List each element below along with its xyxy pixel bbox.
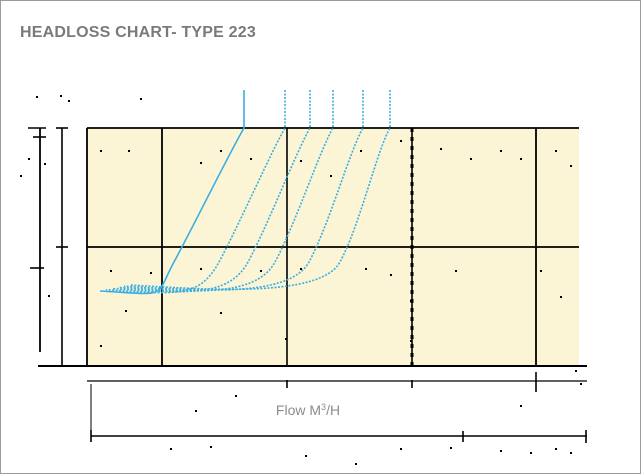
scan-speck bbox=[365, 268, 367, 270]
scan-speck bbox=[210, 446, 212, 448]
headloss-curve bbox=[99, 90, 245, 295]
scan-speck bbox=[355, 463, 357, 465]
scan-speck bbox=[450, 447, 452, 449]
scan-speck bbox=[470, 158, 472, 160]
scan-speck bbox=[20, 175, 22, 177]
scan-speck bbox=[250, 158, 252, 160]
scan-speck bbox=[390, 274, 392, 276]
scan-speck bbox=[285, 338, 287, 340]
axes bbox=[28, 127, 587, 443]
scan-speck bbox=[360, 150, 362, 152]
scan-speck bbox=[125, 310, 127, 312]
scan-speck bbox=[48, 295, 50, 297]
scan-speck bbox=[235, 395, 237, 397]
scan-speck bbox=[580, 383, 582, 385]
scan-speck bbox=[520, 158, 522, 160]
scan-speck bbox=[540, 270, 542, 272]
scan-speck bbox=[530, 452, 532, 454]
scan-speck bbox=[128, 150, 130, 152]
headloss-curve bbox=[117, 90, 334, 292]
scan-speck bbox=[455, 270, 457, 272]
scan-speck bbox=[300, 160, 302, 162]
scan-speck bbox=[575, 370, 577, 372]
scan-speck bbox=[220, 312, 222, 314]
scan-speck bbox=[195, 410, 197, 412]
scan-speck bbox=[44, 163, 46, 165]
scan-speck bbox=[330, 175, 332, 177]
scan-speck bbox=[200, 268, 202, 270]
scan-speck bbox=[150, 272, 152, 274]
scan-speck bbox=[140, 98, 142, 100]
scan-speck bbox=[100, 345, 102, 347]
scan-speck bbox=[570, 165, 572, 167]
scan-speck bbox=[410, 340, 412, 342]
scan-speck bbox=[400, 448, 402, 450]
scan-speck bbox=[305, 455, 307, 457]
scan-speck bbox=[200, 162, 202, 164]
scan-speck bbox=[400, 140, 402, 142]
curves bbox=[99, 90, 391, 295]
scan-speck bbox=[110, 270, 112, 272]
scan-speck bbox=[560, 296, 562, 298]
chart-title: HEADLOSS CHART- TYPE 223 bbox=[20, 24, 256, 41]
scan-speck bbox=[555, 150, 557, 152]
scan-speck bbox=[410, 300, 412, 302]
scan-specks bbox=[20, 95, 582, 465]
scan-speck bbox=[260, 270, 262, 272]
scan-speck bbox=[500, 150, 502, 152]
scan-speck bbox=[220, 150, 222, 152]
headloss-curve bbox=[123, 90, 364, 291]
scan-speck bbox=[68, 100, 70, 102]
scan-speck bbox=[300, 268, 302, 270]
scan-speck bbox=[555, 448, 557, 450]
scan-speck bbox=[520, 405, 522, 407]
scan-speck bbox=[170, 448, 172, 450]
scan-speck bbox=[28, 158, 30, 160]
scan-speck bbox=[60, 95, 62, 97]
scan-speck bbox=[100, 150, 102, 152]
headloss-curve bbox=[111, 90, 311, 293]
headloss-curve bbox=[105, 90, 286, 294]
scan-speck bbox=[36, 96, 38, 98]
x-axis-label: Flow M3/H bbox=[276, 402, 340, 418]
scan-speck bbox=[500, 450, 502, 452]
scan-speck bbox=[440, 148, 442, 150]
scan-speck bbox=[570, 452, 572, 454]
